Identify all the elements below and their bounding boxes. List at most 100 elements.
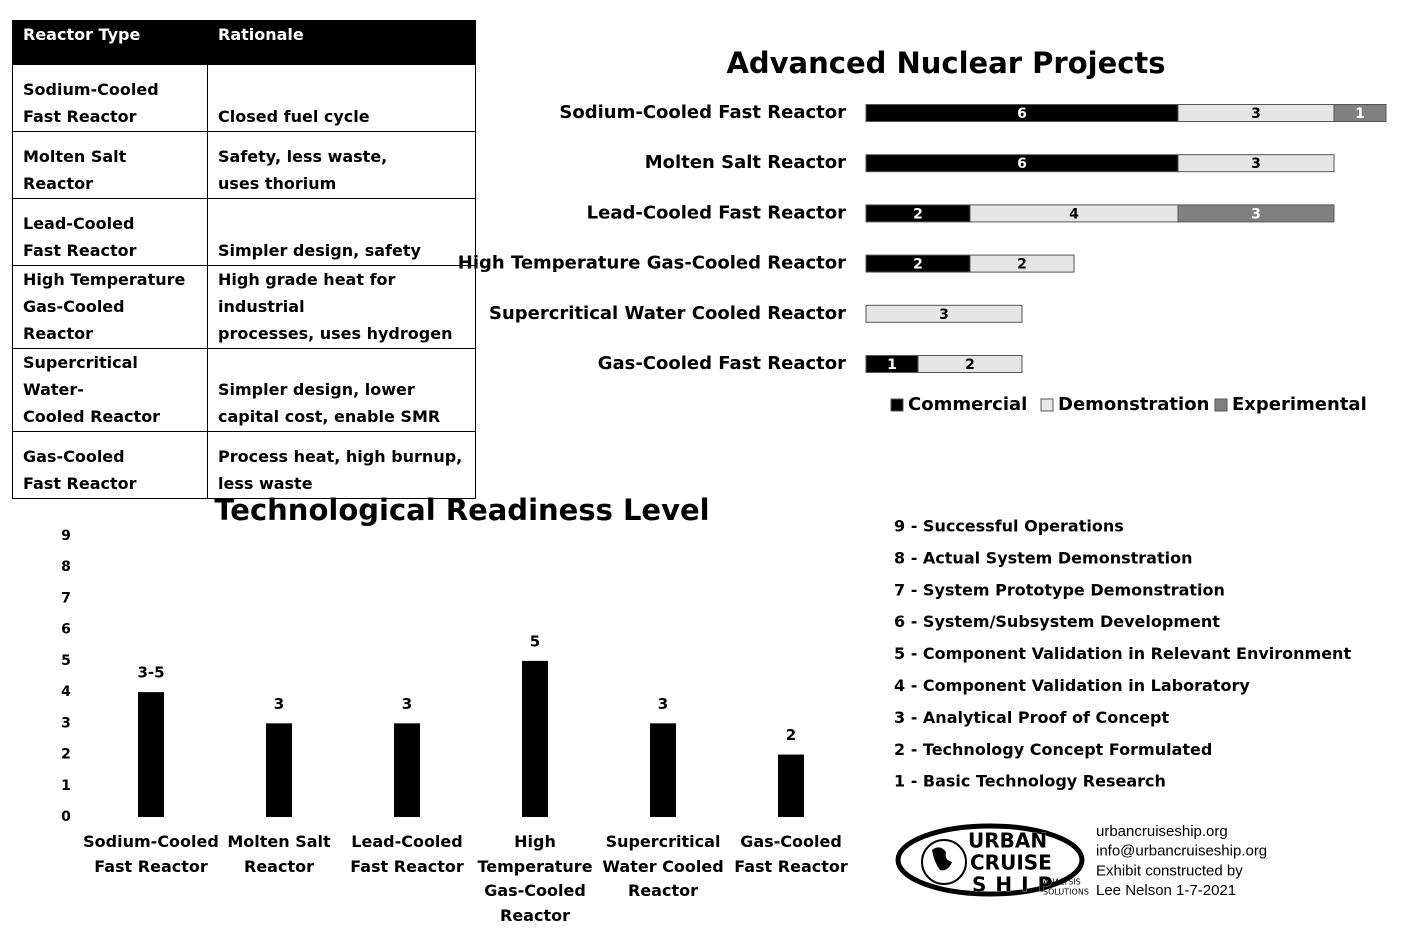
data-label: 2 (913, 206, 923, 222)
chart-title: Advanced Nuclear Projects (726, 46, 1165, 80)
y-tick-label: 9 (61, 528, 71, 544)
data-label: 5 (530, 632, 540, 650)
table-cell: Gas-Cooled Fast Reactor (12, 431, 208, 499)
bar (650, 723, 676, 817)
level-item: 2 - Technology Concept Formulated (894, 740, 1212, 759)
table-row: High Temperature Gas-Cooled Reactor High … (12, 265, 476, 349)
table-cell: Lead-Cooled Fast Reactor (12, 198, 208, 266)
x-tick-label: Lead-Cooled Fast Reactor (350, 832, 464, 876)
legend-label: Demonstration (1058, 394, 1209, 415)
data-label: 1 (1355, 106, 1365, 122)
logo-text: SHIP (972, 873, 1061, 897)
contact-line: Lee Nelson 1-7-2021 (1096, 882, 1236, 899)
bar-segment (1177, 154, 1335, 173)
category-label: Sodium-Cooled Fast Reactor (559, 102, 846, 123)
logo-land (932, 847, 952, 871)
level-item: 6 - System/Subsystem Development (894, 612, 1220, 631)
bar (138, 692, 164, 817)
bar (522, 660, 548, 817)
table-header: Reactor Type Rationale (12, 20, 476, 65)
data-label: 1 (887, 357, 897, 373)
x-tick-label: High Temperature Gas-Cooled Reactor (477, 832, 593, 925)
y-tick-label: 2 (61, 747, 71, 763)
table-cell: High Temperature Gas-Cooled Reactor (12, 265, 208, 349)
data-label: 2 (965, 357, 975, 373)
bar-segment (917, 355, 1023, 373)
category-label: Lead-Cooled Fast Reactor (587, 202, 846, 223)
y-tick-label: 6 (61, 622, 71, 638)
data-label: 3 (1251, 206, 1261, 222)
level-item: 9 - Successful Operations (894, 517, 1124, 536)
y-tick-label: 1 (61, 778, 71, 794)
legend-label: Commercial (908, 394, 1027, 415)
contact-line: urbancruiseship.org (1096, 823, 1228, 840)
header-cell: Reactor Type (12, 20, 208, 65)
data-label: 2 (1017, 257, 1027, 273)
level-item: 8 - Actual System Demonstration (894, 548, 1192, 567)
bar-segment (865, 304, 1023, 323)
level-item: 4 - Component Validation in Laboratory (894, 676, 1250, 695)
data-label: 2 (786, 726, 796, 744)
table-body: Sodium-Cooled Fast Reactor Closed fuel cy… (12, 64, 476, 499)
bar-segment (1177, 204, 1335, 223)
table-cell: Sodium-Cooled Fast Reactor (12, 64, 208, 132)
y-tick-label: 0 (61, 809, 71, 825)
legend-label: Experimental (1232, 394, 1367, 415)
table-row: Supercritical Water- Cooled Reactor Simpl… (12, 348, 476, 432)
contact-line: Exhibit constructed by (1096, 862, 1243, 879)
y-tick-label: 3 (61, 715, 71, 731)
table-row: Gas-Cooled Fast Reactor Process heat, hig… (12, 431, 476, 499)
data-label: 3 (1251, 156, 1261, 172)
x-tick-label: Molten Salt Reactor (227, 832, 331, 876)
category-label: Molten Salt Reactor (645, 152, 846, 173)
y-tick-label: 8 (61, 559, 71, 575)
logo-ring (895, 823, 1085, 897)
data-label: 2 (913, 257, 923, 273)
logo-tagline: ANALYSIS (1043, 878, 1081, 887)
bar-segment (969, 254, 1075, 273)
level-item: 3 - Analytical Proof of Concept (894, 708, 1169, 727)
reactor-table: Reactor Type Rationale Sodium-Cooled Fas… (12, 20, 476, 499)
logo-tagline: SOLUTIONS (1043, 888, 1089, 897)
data-label: 6 (1017, 106, 1027, 122)
data-label: 3 (1251, 106, 1261, 122)
y-tick-label: 7 (61, 590, 71, 606)
legend-swatch (1040, 398, 1054, 412)
y-tick-label: 4 (61, 684, 71, 700)
level-item: 1 - Basic Technology Research (894, 772, 1166, 791)
table-row: Lead-Cooled Fast Reactor Simpler design, … (12, 198, 476, 266)
level-item: 5 - Component Validation in Relevant Env… (894, 644, 1351, 663)
legend-swatch (890, 398, 904, 412)
category-label: High Temperature Gas-Cooled Reactor (458, 253, 846, 274)
x-tick-label: Supercritical Water Cooled Reactor (602, 832, 724, 900)
table-cell: High grade heat for industrial processes… (207, 265, 476, 349)
table-cell: Simpler design, safety (207, 198, 476, 266)
data-label: 6 (1017, 156, 1027, 172)
data-label: 3 (658, 695, 668, 713)
bar-segment (1333, 104, 1387, 122)
table-cell: Supercritical Water- Cooled Reactor (12, 348, 208, 432)
data-label: 3 (939, 307, 949, 323)
table-cell: Process heat, high burnup, less waste (207, 431, 476, 499)
bar (266, 723, 292, 817)
x-tick-label: Gas-Cooled Fast Reactor (734, 832, 848, 876)
data-label: 3-5 (137, 664, 164, 682)
table-row: Sodium-Cooled Fast Reactor Closed fuel cy… (12, 64, 476, 132)
y-tick-label: 5 (61, 653, 71, 669)
level-item: 7 - System Prototype Demonstration (894, 580, 1225, 599)
logo-text: URBAN (968, 829, 1047, 853)
contact-line: info@urbancruiseship.org (1096, 843, 1267, 860)
bar (394, 723, 420, 817)
table-cell: Closed fuel cycle (207, 64, 476, 132)
category-label: Gas-Cooled Fast Reactor (598, 353, 846, 374)
header-cell: Rationale (207, 20, 476, 65)
logo-text: CRUISE (970, 851, 1052, 875)
x-tick-label: Sodium-Cooled Fast Reactor (83, 832, 219, 876)
data-label: 4 (1069, 206, 1079, 222)
data-label: 3 (402, 695, 412, 713)
chart-title: Technological Readiness Level (214, 493, 709, 527)
table-cell: Molten Salt Reactor (12, 131, 208, 199)
